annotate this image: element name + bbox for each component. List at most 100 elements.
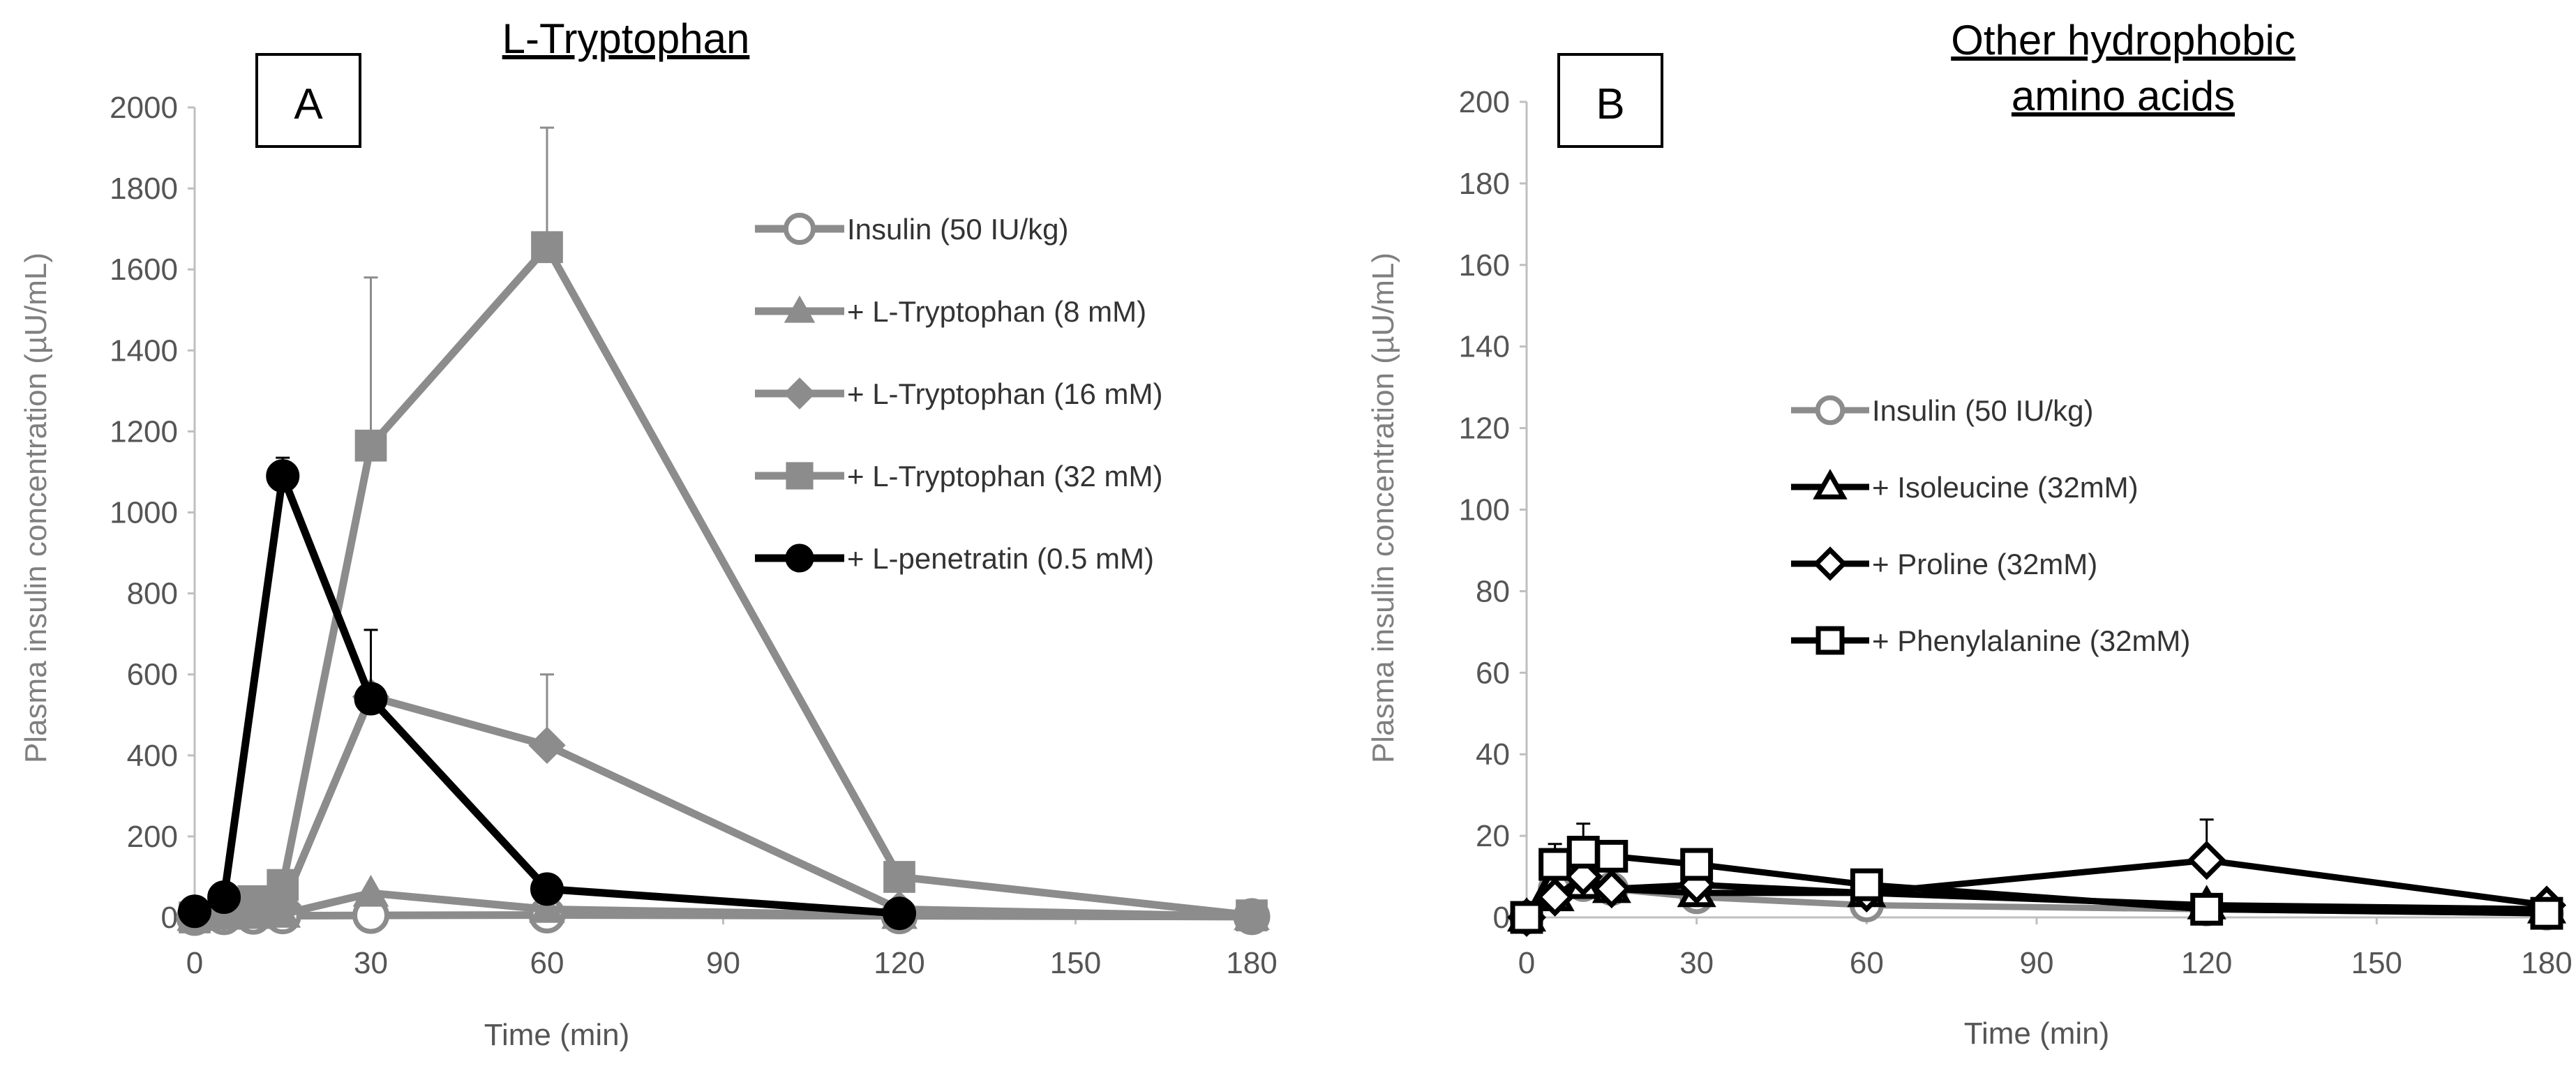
data-point	[178, 894, 211, 929]
data-point	[354, 682, 388, 716]
panel-a-y-axis-title: Plasma insulin concentration (µU/mL)	[19, 253, 53, 763]
panel-a-legend-item: + L-Tryptophan (32 mM)	[755, 460, 1162, 493]
legend-swatch-marker	[1813, 546, 1848, 581]
panel-b-title-line-1: Other hydrophobic	[1951, 17, 2296, 63]
panel-b-x-tick-label: 180	[2521, 946, 2572, 980]
panel-a-chart: L-Tryptophan A Plasma insulin concentrat…	[19, 15, 1278, 1052]
panel-a-y-tick-label: 1400	[110, 333, 178, 368]
data-point	[2530, 896, 2563, 930]
data-point	[2187, 841, 2226, 880]
data-point	[1510, 901, 1543, 934]
data-point	[883, 896, 916, 931]
panel-b-x-tick-label: 90	[2020, 946, 2054, 980]
data-point	[352, 874, 389, 907]
data-point	[267, 869, 299, 901]
series-line	[194, 693, 1252, 922]
panel-b-legend-item: Insulin (50 IU/kg)	[1791, 394, 2093, 427]
panel-b-y-tick-label: 180	[1459, 167, 1510, 201]
legend-label: + Phenylalanine (32mM)	[1872, 624, 2190, 657]
legend-label: + L-Tryptophan (16 mM)	[847, 377, 1162, 410]
data-point	[1564, 857, 1603, 896]
panel-a-y-tick-label: 2000	[110, 91, 178, 125]
panel-a-y-tick-label: 400	[127, 739, 178, 773]
legend-label: Insulin (50 IU/kg)	[847, 213, 1068, 246]
panel-a-x-tick-label: 60	[530, 946, 564, 980]
legend-swatch-marker	[1813, 469, 1848, 500]
panel-b-y-tick-label: 20	[1476, 819, 1510, 853]
data-point	[1535, 877, 1575, 917]
panel-b-legend-item: + Proline (32mM)	[1791, 546, 2097, 581]
panel-a-y-tick-label: 1200	[110, 414, 178, 449]
data-point	[1850, 868, 1883, 901]
panel-a-title: L-Tryptophan	[502, 15, 750, 62]
legend-label: + L-Tryptophan (32 mM)	[847, 460, 1162, 493]
panel-a-x-tick-label: 180	[1226, 946, 1277, 980]
legend-swatch-marker	[785, 543, 814, 573]
legend-swatch-marker	[783, 212, 816, 246]
legend-label: + L-Tryptophan (8 mM)	[847, 295, 1146, 328]
panel-b-y-tick-label: 140	[1459, 330, 1510, 364]
panel-b-y-tick-label: 60	[1476, 656, 1510, 690]
series-line	[193, 243, 1252, 922]
data-point	[883, 861, 915, 893]
panel-b-x-tick-label: 60	[1850, 946, 1884, 980]
panel-a-x-tick-label: 0	[186, 946, 203, 980]
legend-swatch-marker	[784, 295, 816, 323]
panel-a-legend-item: Insulin (50 IU/kg)	[755, 212, 1068, 246]
panel-b-y-tick-label: 200	[1459, 85, 1510, 119]
legend-label: + Isoleucine (32mM)	[1872, 471, 2139, 504]
panel-a-x-axis-title: Time (min)	[484, 1018, 630, 1052]
legend-label: Insulin (50 IU/kg)	[1872, 394, 2093, 427]
panel-a-y-tick-label: 1600	[110, 253, 178, 287]
panel-b-label: B	[1596, 80, 1624, 128]
panel-a-label: A	[294, 80, 323, 128]
panel-b-x-tick-label: 150	[2351, 946, 2402, 980]
data-point	[1566, 836, 1600, 869]
panel-b-y-tick-label: 120	[1459, 412, 1510, 446]
panel-a-x-tick-label: 30	[354, 946, 388, 980]
data-point	[1680, 848, 1714, 881]
panel-b-label-box	[1557, 53, 1663, 148]
panel-b-y-tick-label: 80	[1476, 574, 1510, 608]
data-point	[2190, 892, 2224, 926]
legend-swatch-marker	[786, 462, 814, 490]
panel-a-y-tick-label: 200	[127, 820, 178, 854]
panel-a-label-box	[255, 53, 361, 148]
panel-a-x-tick-label: 120	[874, 946, 924, 980]
legend-label: + Proline (32mM)	[1872, 548, 2097, 580]
panel-a-series-3	[176, 629, 1271, 936]
panel-b-x-tick-label: 0	[1518, 946, 1535, 980]
panel-a-y-tick-label: 600	[127, 658, 178, 692]
panel-b-y-tick-label: 40	[1476, 737, 1510, 772]
panel-a-y-tick-label: 1000	[110, 496, 178, 530]
panel-b-y-tick-label: 160	[1459, 248, 1510, 283]
panel-b-y-axis-title: Plasma insulin concentration (µU/mL)	[1366, 253, 1400, 763]
panel-b-x-axis-title: Time (min)	[1964, 1016, 2110, 1051]
panel-b-legend-item: + Phenylalanine (32mM)	[1791, 624, 2190, 657]
legend-swatch-marker	[784, 377, 816, 410]
panel-a-y-tick-label: 1800	[110, 172, 178, 206]
panel-b-title-line-2: amino acids	[2012, 73, 2235, 119]
panel-a-legend-item: + L-penetratin (0.5 mM)	[755, 542, 1154, 575]
panel-a-legend-item: + L-Tryptophan (16 mM)	[755, 377, 1162, 410]
data-point	[530, 872, 564, 906]
panel-b-x-tick-label: 30	[1679, 946, 1714, 980]
panel-b-series-4	[1510, 823, 2563, 934]
panel-a-x-tick-label: 90	[706, 946, 740, 980]
panel-a-y-tick-label: 800	[127, 577, 178, 611]
legend-label: + L-penetratin (0.5 mM)	[847, 542, 1154, 575]
data-point	[531, 231, 563, 264]
legend-swatch-marker	[1815, 626, 1845, 655]
panel-b-x-tick-label: 120	[2181, 946, 2232, 980]
data-point	[528, 726, 566, 765]
panel-b-y-tick-label: 100	[1459, 493, 1510, 527]
panel-b-chart: Other hydrophobic amino acids B Plasma i…	[1366, 17, 2573, 1051]
data-point	[529, 891, 565, 923]
panel-a-series-4	[179, 126, 1268, 933]
data-point	[1236, 899, 1268, 931]
data-point	[354, 429, 387, 462]
data-point	[1538, 848, 1572, 881]
data-point	[266, 459, 300, 493]
data-point	[237, 885, 270, 917]
